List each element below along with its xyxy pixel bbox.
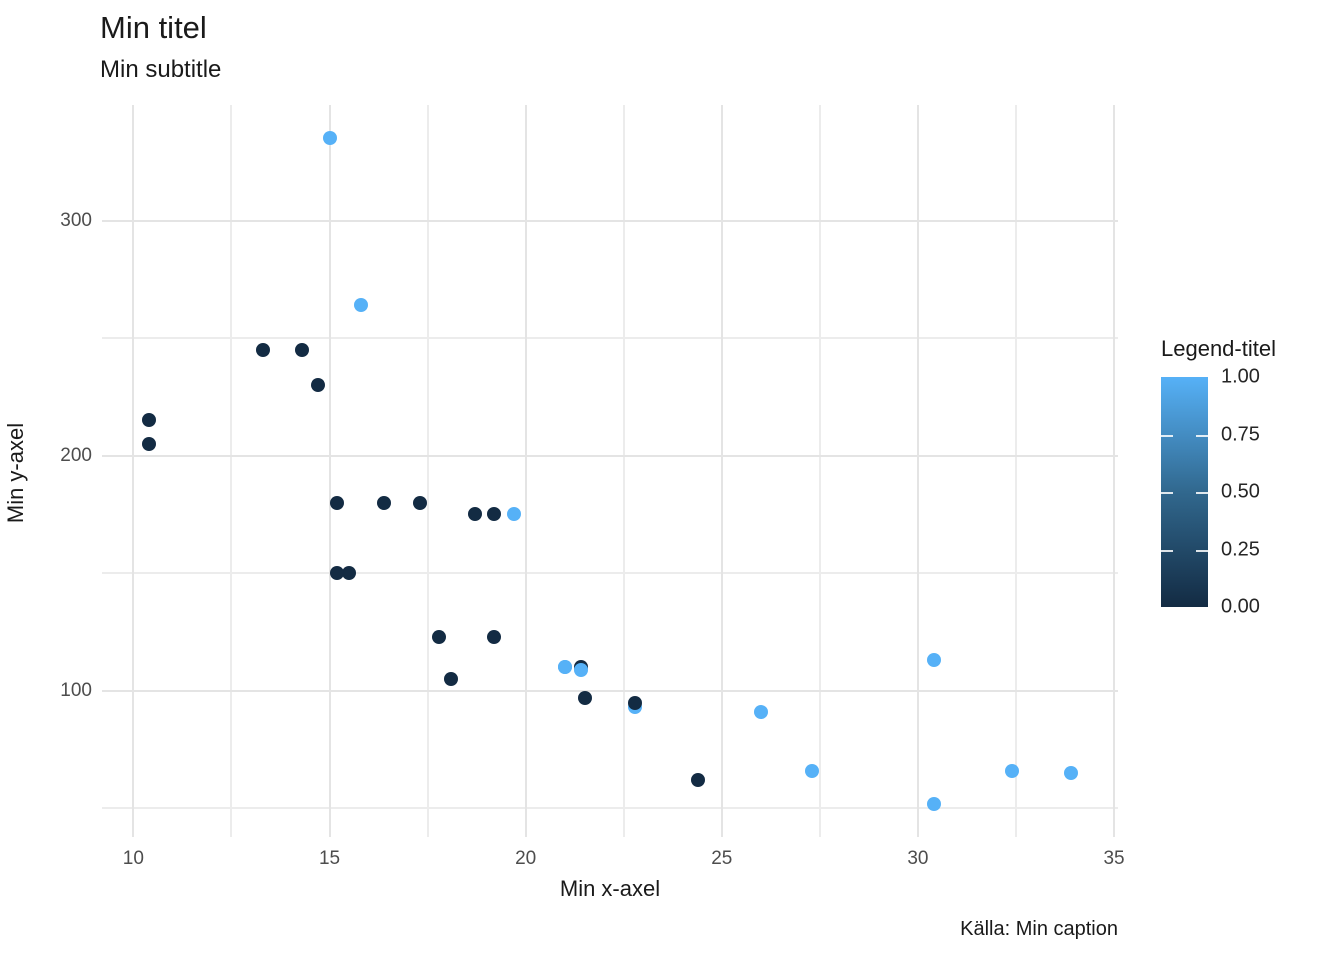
y-tick-label: 300: [60, 209, 92, 231]
x-tick-label: 10: [122, 848, 144, 869]
plot-title: Min titel: [100, 10, 207, 45]
data-point: [573, 662, 588, 677]
gridline-major-y: [102, 219, 1118, 222]
gridline-minor-x: [230, 105, 233, 837]
colorbar-tick: [1161, 549, 1173, 552]
x-tick-label: 30: [907, 848, 929, 869]
gridline-major-y: [102, 689, 1118, 692]
legend-tick-label: 1.00: [1221, 365, 1260, 388]
plot-subtitle: Min subtitle: [100, 56, 222, 83]
y-axis-tick-labels: 100 200 300: [0, 105, 92, 837]
data-point: [432, 629, 447, 644]
data-point: [926, 653, 941, 668]
legend-tick-label: 0.75: [1221, 423, 1260, 445]
data-point: [487, 629, 502, 644]
x-axis-tick-labels: 10 15 20 25 30 35: [102, 848, 1125, 870]
data-point: [142, 413, 157, 428]
gridline-major-y: [102, 454, 1118, 457]
gridline-minor-x: [1015, 105, 1017, 837]
gridline-minor-y: [102, 807, 1118, 810]
colorbar-tick: [1161, 492, 1173, 494]
data-point: [295, 342, 310, 357]
data-point: [467, 507, 482, 522]
colorbar-tick: [1161, 434, 1173, 437]
gridline-major-x: [916, 105, 919, 837]
data-point: [691, 773, 706, 788]
data-point: [377, 495, 392, 510]
gridline-minor-y: [102, 337, 1118, 340]
data-point: [1005, 763, 1020, 778]
legend-tick-label: 0.50: [1221, 480, 1260, 503]
y-axis-title: Min y-axel: [3, 422, 28, 524]
y-tick-label: 100: [60, 679, 92, 701]
plot-panel: [102, 105, 1118, 837]
data-point: [444, 672, 459, 687]
colorbar-tick: [1196, 549, 1208, 552]
data-point: [353, 298, 368, 313]
x-tick-label: 15: [318, 848, 341, 869]
data-point: [805, 763, 820, 778]
x-tick-label: 25: [711, 848, 733, 869]
data-point: [926, 796, 941, 811]
data-point: [322, 131, 337, 146]
data-point: [310, 378, 325, 393]
gridline-major-x: [132, 105, 135, 837]
data-point: [142, 436, 157, 451]
colorbar-tick: [1196, 492, 1208, 494]
data-point: [577, 690, 592, 705]
data-point: [342, 566, 357, 581]
x-tick-label: 20: [515, 848, 537, 869]
data-point: [1063, 766, 1078, 781]
x-tick-label: 35: [1103, 848, 1125, 869]
data-point: [255, 342, 270, 357]
gridline-minor-x: [622, 105, 625, 837]
x-axis-title: Min x-axel: [559, 876, 661, 901]
gridline-major-x: [1113, 105, 1116, 837]
data-point: [487, 507, 502, 522]
gridline-major-x: [328, 105, 331, 837]
gridline-minor-x: [426, 105, 429, 837]
legend-title: Legend-titel: [1161, 336, 1276, 361]
data-point: [330, 566, 345, 581]
colorbar-tick: [1196, 434, 1208, 437]
gridline-minor-y: [102, 572, 1118, 575]
data-point: [628, 695, 643, 710]
y-tick-label: 200: [60, 444, 92, 466]
legend-tick-labels: 1.00 0.75 0.50 0.25 0.00: [1221, 366, 1301, 618]
data-point: [412, 495, 427, 510]
gridline-major-x: [720, 105, 723, 837]
legend-tick-label: 0.25: [1221, 538, 1260, 560]
data-point: [330, 495, 345, 510]
plot-caption: Källa: Min caption: [960, 918, 1118, 940]
legend-tick-label: 0.00: [1221, 595, 1260, 618]
data-point: [557, 660, 572, 675]
gridline-minor-x: [818, 105, 821, 837]
data-point: [506, 507, 521, 522]
gridline-major-x: [524, 105, 527, 837]
legend-colorbar: [1161, 377, 1208, 607]
data-point: [754, 704, 769, 719]
